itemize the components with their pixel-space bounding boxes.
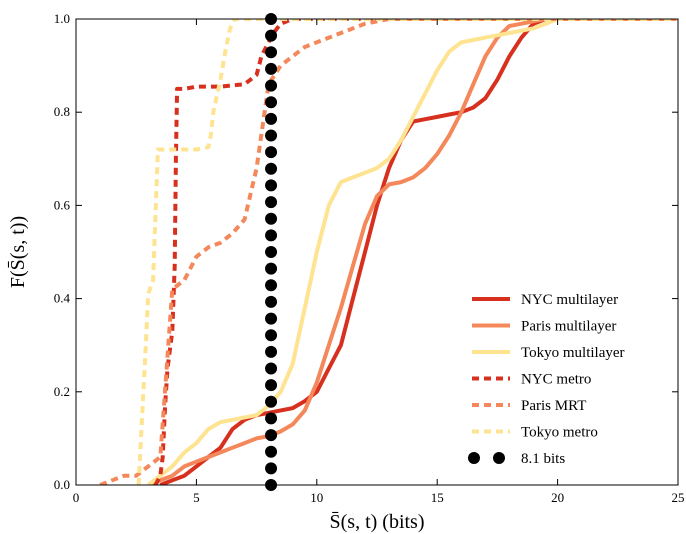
reference-dot [265,329,278,342]
y-tick-label: 0.0 [54,477,70,492]
x-axis-ticks: 0 5 10 15 20 25 [73,19,685,505]
reference-dot [265,129,278,142]
reference-dot [265,46,278,59]
y-tick-label: 1.0 [54,11,70,26]
legend-label: NYC multilayer [521,292,618,308]
reference-dot [265,246,278,258]
legend-item: NYC metro [472,372,591,388]
reference-dot [265,229,278,242]
series-line-tokyo-multilayer [146,19,678,485]
series-line-tokyo-metro [136,19,678,485]
legend-item: Paris MRT [472,398,586,414]
reference-dot [265,29,278,42]
reference-dotted-line [265,13,278,491]
legend-item: Tokyo multilayer [472,345,625,361]
legend: NYC multilayer Paris multilayer Tokyo mult… [468,292,625,467]
x-tick-label: 25 [672,490,685,505]
reference-dot [265,96,278,109]
reference-dot [265,412,278,425]
y-tick-label: 0.8 [54,104,70,119]
legend-item: NYC multilayer [472,292,618,308]
y-tick-label: 0.6 [54,197,71,212]
reference-dot [265,62,278,75]
reference-dot [265,262,278,275]
reference-dot [265,179,278,192]
plot-frame [75,18,679,486]
legend-item: Paris multilayer [472,319,616,335]
series-line-nyc-metro [153,19,678,485]
series-line-paris-mrt [99,19,678,485]
legend-swatch-dot [493,452,505,464]
legend-label: Paris MRT [521,398,586,414]
reference-dot [265,112,278,125]
legend-item: 8.1 bits [468,451,565,467]
reference-dot [265,429,278,442]
reference-dot [265,312,278,325]
x-tick-label: 20 [551,490,564,505]
legend-label: NYC metro [521,372,591,388]
legend-label: Paris multilayer [521,319,616,335]
reference-dot [265,345,278,358]
x-tick-label: 10 [310,490,323,505]
x-tick-label: 15 [431,490,444,505]
reference-dot [265,295,278,308]
reference-dot [265,196,278,209]
reference-dot [265,379,278,392]
y-axis-label: F(S̄(s, t)) [7,216,29,288]
legend-item: Tokyo metro [472,425,598,441]
y-axis-ticks: 0.0 0.2 0.4 0.6 0.8 1.0 [54,11,678,492]
reference-dot [265,462,278,475]
x-axis-label: S̄(s, t) (bits) [330,511,425,533]
reference-dot [265,445,278,458]
reference-dot [265,362,278,375]
legend-swatch-dot [468,452,480,464]
legend-label: Tokyo metro [521,425,598,441]
y-tick-label: 0.4 [54,291,71,306]
x-tick-label: 0 [73,490,80,505]
legend-label: Tokyo multilayer [521,345,625,361]
reference-dot [265,79,278,92]
reference-dot [265,162,278,175]
reference-dot [265,146,278,159]
reference-dot [265,279,278,292]
legend-label: 8.1 bits [521,451,565,467]
x-tick-label: 5 [193,490,200,505]
reference-dot [265,212,278,225]
series-line-paris-multilayer [147,19,678,485]
series-line-nyc-multilayer [159,19,678,485]
y-tick-label: 0.2 [54,384,70,399]
reference-dot [265,395,278,408]
plot-lines [99,19,678,485]
